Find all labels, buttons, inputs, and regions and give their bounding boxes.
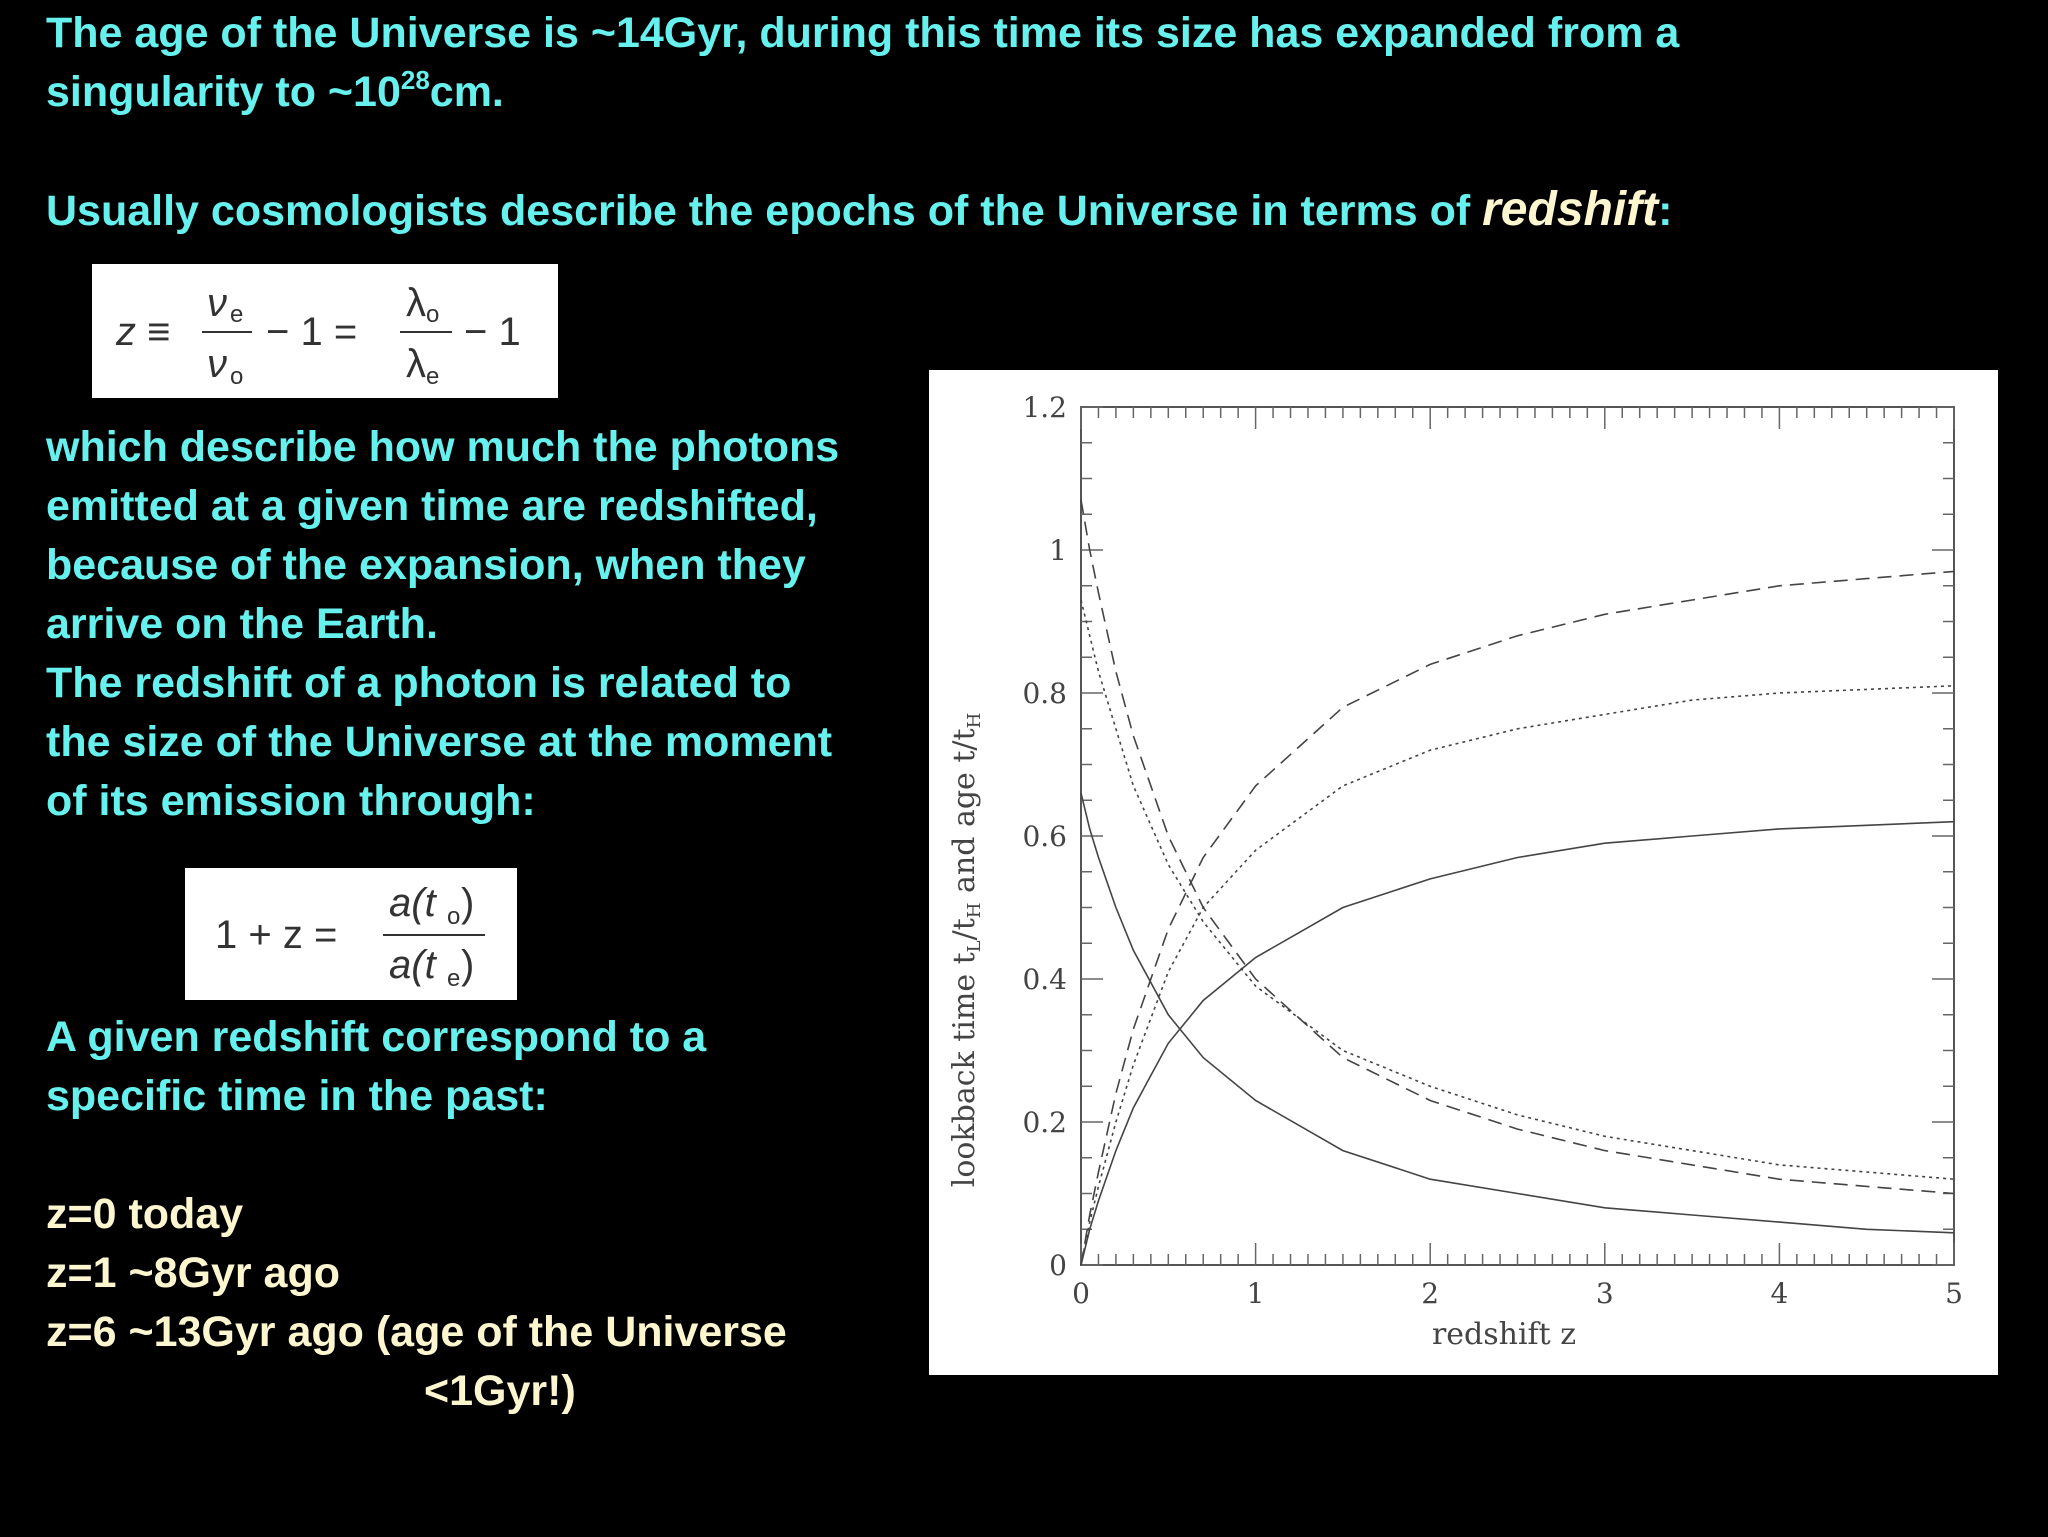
y-tick-label: 1.2: [1022, 391, 1067, 424]
eq1-lhs: z ≡: [115, 310, 170, 354]
given-redshift-line: specific time in the past:: [46, 1072, 548, 1120]
x-tick-label: 3: [1596, 1277, 1614, 1310]
example-z6-continued: <1Gyr!): [424, 1367, 576, 1415]
intro-line-2: singularity to ~1028cm.: [46, 63, 504, 122]
eq1-nu-e: ν: [207, 281, 227, 325]
x-axis-label: redshift z: [1432, 1317, 1576, 1352]
redshift-colon: :: [1658, 187, 1673, 235]
eq1-sub-e: e: [230, 301, 243, 328]
eq1-lambda-o: λ: [406, 281, 426, 325]
explanation-line: the size of the Universe at the moment: [46, 718, 833, 766]
series-line-solid-age: [1080, 820, 1955, 1266]
redshift-highlight: redshift: [1482, 183, 1659, 236]
explanation-line: arrive on the Earth.: [46, 600, 438, 648]
eq2-numerator-sub: o: [447, 903, 460, 930]
x-tick-label: 2: [1421, 1277, 1439, 1310]
y-tick-label: 0.8: [1022, 677, 1067, 710]
series-line-dotted-lookback: [1080, 599, 1955, 1180]
y-tick-label: 1: [1049, 534, 1067, 567]
y-tick-label: 0.6: [1022, 820, 1067, 853]
y-axis-label-part-1: lookback time t: [947, 952, 982, 1187]
y-tick-label: 0.4: [1022, 963, 1067, 996]
example-z0: z=0 today: [46, 1190, 244, 1238]
intro-line-1: The age of the Universe is ~14Gyr, durin…: [46, 9, 1680, 57]
example-z1: z=1 ~8Gyr ago: [46, 1249, 340, 1297]
series-line-dotted-age: [1080, 685, 1955, 1266]
series-line-solid-lookback: [1080, 792, 1955, 1234]
eq2-denominator-sub: e: [447, 965, 460, 992]
example-z6: z=6 ~13Gyr ago (age of the Universe: [46, 1308, 787, 1356]
y-axis-label-sub-2: H: [964, 903, 985, 919]
explanation-line: of its emission through:: [46, 777, 536, 825]
scale-factor-equation: 1 + z = a(t o ) a(t e ): [215, 881, 485, 992]
redshift-equation: z ≡ ν e ν o − 1 = λ o λ e − 1: [115, 281, 521, 390]
eq2-numerator-close: ): [461, 881, 474, 925]
scale-factor-equation-box: 1 + z = a(t o ) a(t e ): [185, 868, 517, 1000]
intro-exponent: 28: [400, 65, 430, 95]
y-axis-label-part-2: /t: [947, 918, 982, 940]
eq1-lambda-e: λ: [406, 342, 426, 386]
explanation-line: emitted at a given time are redshifted,: [46, 482, 818, 530]
redshift-equation-box: z ≡ ν e ν o − 1 = λ o λ e − 1: [92, 264, 558, 398]
redshift-intro: Usually cosmologists describe the epochs…: [46, 180, 1672, 241]
given-redshift-line: A given redshift correspond to a: [46, 1013, 707, 1061]
intro-line-2-unit: cm.: [429, 68, 504, 116]
y-tick-label: 0: [1049, 1249, 1067, 1282]
eq1-minus-one-equals: − 1 =: [266, 310, 357, 354]
eq1-lambda-sub-e: e: [426, 363, 439, 390]
y-axis-label-sub-3: H: [964, 713, 985, 729]
series-line-dashed-age: [1080, 570, 1955, 1266]
lookback-time-chart: 0 1 2 3 4 5 0 0.2 0.4 0.6 0.8 1 1.2 redshift z lookb…: [947, 391, 1963, 1352]
y-axis-label: lookback time tL/tH and age t/tH: [947, 713, 985, 1188]
eq2-denominator-close: ): [461, 943, 474, 987]
eq1-minus-one: − 1: [464, 310, 521, 354]
eq1-nu-o: ν: [207, 342, 227, 386]
redshift-intro-text: Usually cosmologists describe the epochs…: [46, 187, 1483, 235]
y-tick-label: 0.2: [1022, 1106, 1067, 1139]
eq2-denominator: a(t: [389, 943, 438, 987]
plot-frame: [1080, 406, 1955, 1266]
x-tick-label: 0: [1072, 1277, 1090, 1310]
y-axis-label-sub-1: L: [964, 940, 985, 952]
eq2-numerator: a(t: [389, 881, 438, 925]
explanation-line: The redshift of a photon is related to: [46, 659, 792, 707]
x-tick-label: 5: [1945, 1277, 1963, 1310]
explanation-line: because of the expansion, when they: [46, 541, 806, 589]
eq2-lhs: 1 + z =: [215, 913, 337, 957]
explanation-line: which describe how much the photons: [46, 423, 840, 471]
chart-panel: 0 1 2 3 4 5 0 0.2 0.4 0.6 0.8 1 1.2 redshift z lookb…: [929, 370, 1998, 1375]
x-tick-label: 4: [1770, 1277, 1788, 1310]
x-tick-label: 1: [1247, 1277, 1265, 1310]
intro-line-2-text: singularity to ~10: [46, 68, 401, 116]
eq1-sub-o: o: [230, 363, 243, 390]
eq1-lambda-sub-o: o: [426, 301, 439, 328]
y-axis-label-part-3: and age t/t: [947, 728, 982, 902]
